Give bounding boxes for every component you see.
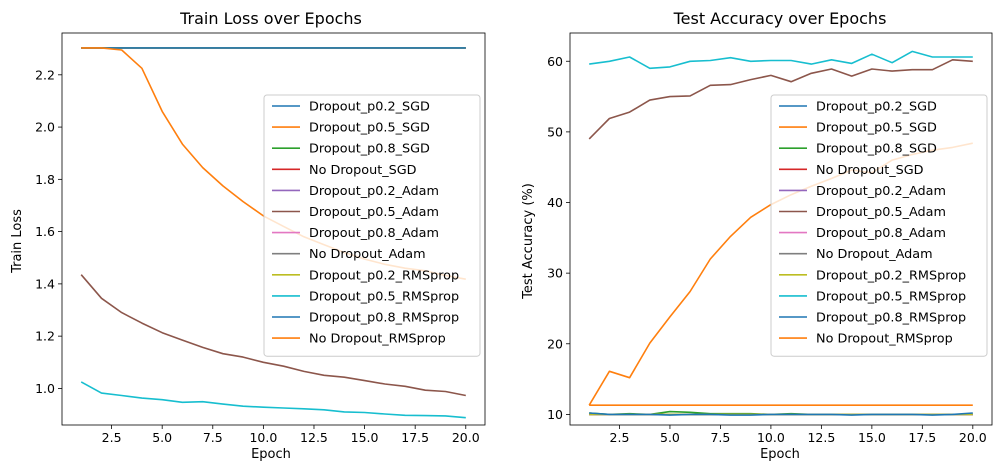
x-tick-label: 5.0	[152, 430, 172, 445]
y-tick-label: 10	[547, 407, 563, 422]
y-tick-label: 20	[547, 336, 563, 351]
y-tick-label: 1.8	[35, 172, 55, 187]
legend: Dropout_p0.2_SGD Dropout_p0.5_SGD Dropout_…	[770, 94, 988, 357]
legend-entry-label: Dropout_p0.8_RMSprop	[816, 311, 966, 326]
legend-entry-label: Dropout_p0.2_RMSprop	[309, 268, 459, 283]
y-tick-label: 1.4	[35, 276, 55, 291]
train-loss-chart: Train Loss over Epochs Epoch Train Loss …	[10, 9, 486, 462]
y-tick-label: 2.0	[35, 120, 55, 135]
legend-entry-label: No Dropout_Adam	[309, 247, 426, 262]
plot-frame	[569, 32, 993, 426]
y-tick-label: 40	[547, 195, 563, 210]
series-line-5	[588, 58, 973, 140]
series-line-5	[80, 274, 466, 397]
legend-entry-label: Dropout_p0.8_Adam	[816, 226, 946, 241]
legend-entry-label: Dropout_p0.5_RMSprop	[309, 289, 459, 304]
x-tick-label: 12.5	[300, 430, 328, 445]
y-axis-label: Test Accuracy (%)	[521, 183, 536, 300]
chart-title: Test Accuracy over Epochs	[673, 9, 887, 28]
x-tick-label: 10.0	[249, 430, 277, 445]
legend-entry-label: No Dropout_Adam	[816, 247, 933, 262]
x-tick-label: 2.5	[610, 430, 630, 445]
x-tick-label: 7.5	[203, 430, 223, 445]
x-axis-label: Epoch	[251, 447, 291, 462]
legend-entry-label: No Dropout_RMSprop	[816, 332, 953, 347]
y-tick-label: 1.2	[35, 329, 55, 344]
legend-entry-label: Dropout_p0.8_RMSprop	[309, 311, 459, 326]
chart-title: Train Loss over Epochs	[179, 9, 362, 28]
legend: Dropout_p0.2_SGD Dropout_p0.5_SGD Dropout_…	[263, 94, 481, 357]
legend-box	[263, 94, 481, 357]
legend-entry-label: Dropout_p0.8_SGD	[816, 142, 937, 157]
legend-entry-label: Dropout_p0.5_Adam	[309, 205, 439, 220]
legend-entry-label: Dropout_p0.8_SGD	[309, 142, 430, 157]
legend-box	[770, 94, 988, 357]
y-tick-label: 50	[547, 124, 563, 139]
legend-entry-label: Dropout_p0.5_Adam	[816, 205, 946, 220]
legend-entry-label: Dropout_p0.2_Adam	[816, 184, 946, 199]
legend-entry-label: Dropout_p0.2_RMSprop	[816, 268, 966, 283]
y-tick-label: 2.2	[35, 67, 55, 82]
x-axis-label: Epoch	[760, 447, 800, 462]
legend-entry-label: Dropout_p0.5_SGD	[816, 121, 937, 136]
y-tick-label: 60	[547, 54, 563, 69]
legend-entry-label: No Dropout_RMSprop	[309, 332, 446, 347]
legend-entry-label: Dropout_p0.2_Adam	[309, 184, 439, 199]
legend-entry-label: Dropout_p0.5_SGD	[309, 121, 430, 136]
legend-entry-label: Dropout_p0.2_SGD	[816, 100, 937, 115]
x-tick-label: 12.5	[807, 430, 835, 445]
legend-entry-label: No Dropout_SGD	[309, 163, 417, 178]
x-tick-label: 5.0	[660, 430, 680, 445]
legend-entry-label: Dropout_p0.8_Adam	[309, 226, 439, 241]
series-line-9	[80, 381, 466, 419]
x-tick-label: 15.0	[351, 430, 379, 445]
y-tick-label: 1.6	[35, 224, 55, 239]
y-tick-label: 1.0	[35, 381, 55, 396]
legend-entry-label: Dropout_p0.5_RMSprop	[816, 289, 966, 304]
series-line-10	[589, 412, 973, 416]
x-tick-label: 20.0	[452, 430, 480, 445]
x-tick-label: 17.5	[908, 430, 936, 445]
x-tick-label: 15.0	[858, 430, 886, 445]
test-accuracy-chart: Test Accuracy over Epochs Epoch Test Acc…	[521, 9, 993, 462]
legend-entry-label: No Dropout_SGD	[816, 163, 924, 178]
x-tick-label: 10.0	[757, 430, 785, 445]
x-tick-label: 17.5	[401, 430, 429, 445]
series-line-9	[589, 50, 973, 70]
y-tick-label: 30	[547, 266, 563, 281]
y-axis-label: Train Loss	[10, 209, 25, 274]
legend-entry-label: Dropout_p0.2_SGD	[309, 100, 430, 115]
x-tick-label: 7.5	[710, 430, 730, 445]
x-tick-label: 2.5	[102, 430, 122, 445]
x-tick-label: 20.0	[959, 430, 987, 445]
plot-frame	[61, 32, 486, 426]
